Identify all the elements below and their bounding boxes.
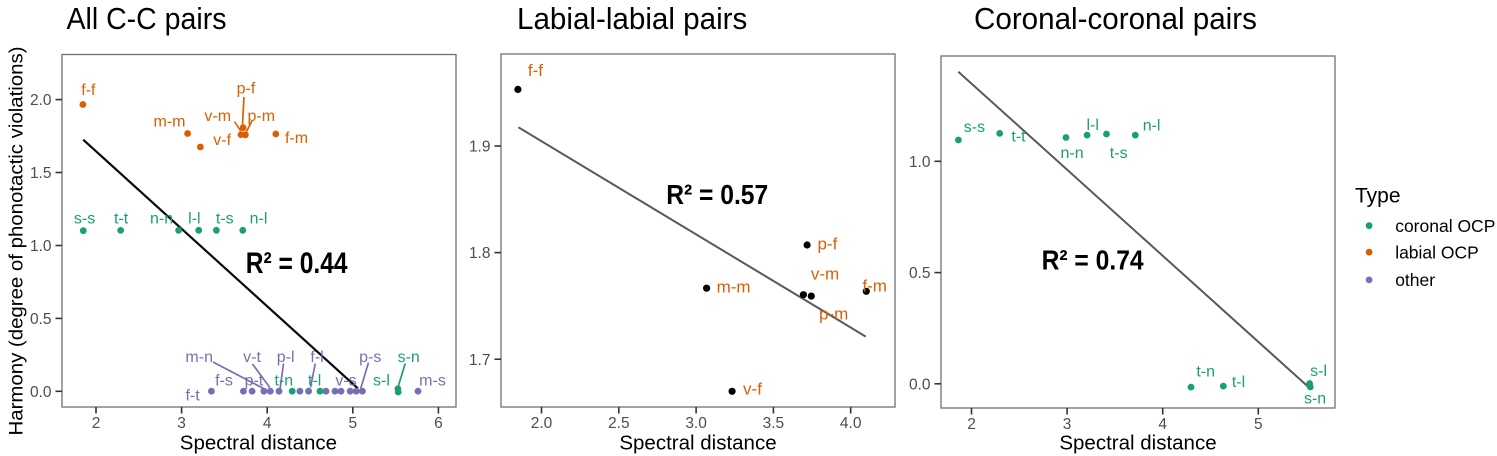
svg-text:n-l: n-l (250, 210, 268, 227)
svg-text:2.0: 2.0 (30, 92, 52, 109)
svg-text:0.5: 0.5 (30, 311, 52, 328)
svg-text:1.0: 1.0 (30, 238, 52, 255)
svg-text:t-l: t-l (308, 372, 321, 389)
svg-text:6: 6 (434, 415, 443, 432)
svg-text:s-l: s-l (1310, 363, 1327, 380)
svg-text:p-l: p-l (277, 349, 295, 366)
svg-text:t-t: t-t (114, 210, 129, 227)
svg-text:labial OCP: labial OCP (1395, 243, 1479, 263)
svg-text:t-n: t-n (1196, 363, 1215, 380)
svg-text:p-t: p-t (245, 372, 264, 389)
svg-text:s-s: s-s (964, 119, 985, 136)
svg-text:n-n: n-n (150, 210, 173, 227)
svg-text:All C-C pairs: All C-C pairs (67, 2, 227, 36)
svg-text:Spectral distance: Spectral distance (180, 431, 337, 454)
svg-text:1.8: 1.8 (469, 245, 491, 262)
svg-text:4: 4 (263, 415, 272, 432)
svg-text:m-m: m-m (717, 278, 751, 297)
svg-text:0.5: 0.5 (909, 265, 931, 282)
svg-text:R² = 0.57: R² = 0.57 (666, 178, 768, 210)
svg-text:2: 2 (967, 416, 976, 433)
svg-text:4: 4 (1158, 416, 1167, 433)
svg-text:3.0: 3.0 (685, 415, 707, 432)
svg-text:p-m: p-m (819, 305, 848, 324)
svg-text:2: 2 (92, 415, 101, 432)
svg-text:3.5: 3.5 (763, 415, 785, 432)
svg-text:t-n: t-n (274, 372, 293, 389)
svg-text:m-s: m-s (419, 372, 446, 389)
svg-text:t-t: t-t (1011, 128, 1026, 145)
svg-text:l-l: l-l (188, 210, 200, 227)
svg-text:f-m: f-m (285, 130, 308, 147)
svg-text:f-s: f-s (215, 372, 233, 389)
svg-text:Type: Type (1355, 185, 1401, 208)
svg-text:Spectral distance: Spectral distance (619, 431, 776, 454)
svg-text:s-n: s-n (398, 349, 420, 366)
svg-text:2.5: 2.5 (608, 415, 630, 432)
svg-text:s-n: s-n (1304, 390, 1326, 407)
svg-text:n-l: n-l (1143, 117, 1161, 134)
svg-text:f-l: f-l (310, 349, 323, 366)
svg-text:3: 3 (1063, 416, 1072, 433)
svg-text:Labial-labial pairs: Labial-labial pairs (517, 2, 747, 36)
svg-text:5: 5 (348, 415, 357, 432)
svg-text:coronal OCP: coronal OCP (1395, 216, 1495, 236)
svg-text:R² = 0.74: R² = 0.74 (1042, 244, 1144, 276)
svg-text:R² = 0.44: R² = 0.44 (246, 246, 349, 280)
svg-text:other: other (1395, 270, 1435, 290)
svg-text:n-n: n-n (1061, 145, 1084, 162)
svg-text:s-l: s-l (373, 372, 390, 389)
svg-text:0.0: 0.0 (909, 376, 931, 393)
svg-text:p-f: p-f (817, 234, 837, 253)
svg-text:s-s: s-s (74, 210, 95, 227)
svg-text:v-f: v-f (213, 132, 231, 149)
svg-text:t-s: t-s (216, 210, 234, 227)
svg-text:f-f: f-f (81, 82, 96, 99)
svg-text:4.0: 4.0 (840, 415, 862, 432)
svg-text:v-m: v-m (204, 108, 231, 125)
svg-text:f-f: f-f (528, 61, 543, 80)
svg-text:v-s: v-s (335, 372, 356, 389)
svg-text:1.0: 1.0 (909, 154, 931, 171)
svg-text:m-n: m-n (185, 349, 213, 366)
svg-text:f-t: f-t (185, 387, 200, 404)
svg-text:3: 3 (177, 415, 186, 432)
svg-text:2.0: 2.0 (531, 415, 553, 432)
svg-text:l-l: l-l (1086, 117, 1098, 134)
svg-text:t-s: t-s (1110, 145, 1128, 162)
svg-text:t-l: t-l (1232, 374, 1245, 391)
svg-text:0.0: 0.0 (30, 384, 52, 401)
svg-text:5: 5 (1254, 416, 1263, 433)
svg-text:f-m: f-m (862, 276, 887, 295)
svg-text:v-f: v-f (743, 379, 762, 398)
svg-text:1.5: 1.5 (30, 165, 52, 182)
svg-text:Spectral distance: Spectral distance (1059, 431, 1216, 454)
svg-text:v-t: v-t (243, 349, 261, 366)
svg-text:p-m: p-m (248, 108, 276, 125)
svg-text:p-s: p-s (359, 349, 381, 366)
svg-text:v-m: v-m (811, 264, 839, 283)
svg-text:m-m: m-m (154, 113, 186, 130)
svg-text:1.7: 1.7 (469, 352, 491, 369)
svg-text:Harmony (degree of phonotactic: Harmony (degree of phonotactic violation… (6, 46, 28, 435)
svg-text:p-f: p-f (237, 81, 256, 98)
svg-text:Coronal-coronal pairs: Coronal-coronal pairs (974, 2, 1257, 36)
svg-text:1.9: 1.9 (469, 139, 491, 156)
